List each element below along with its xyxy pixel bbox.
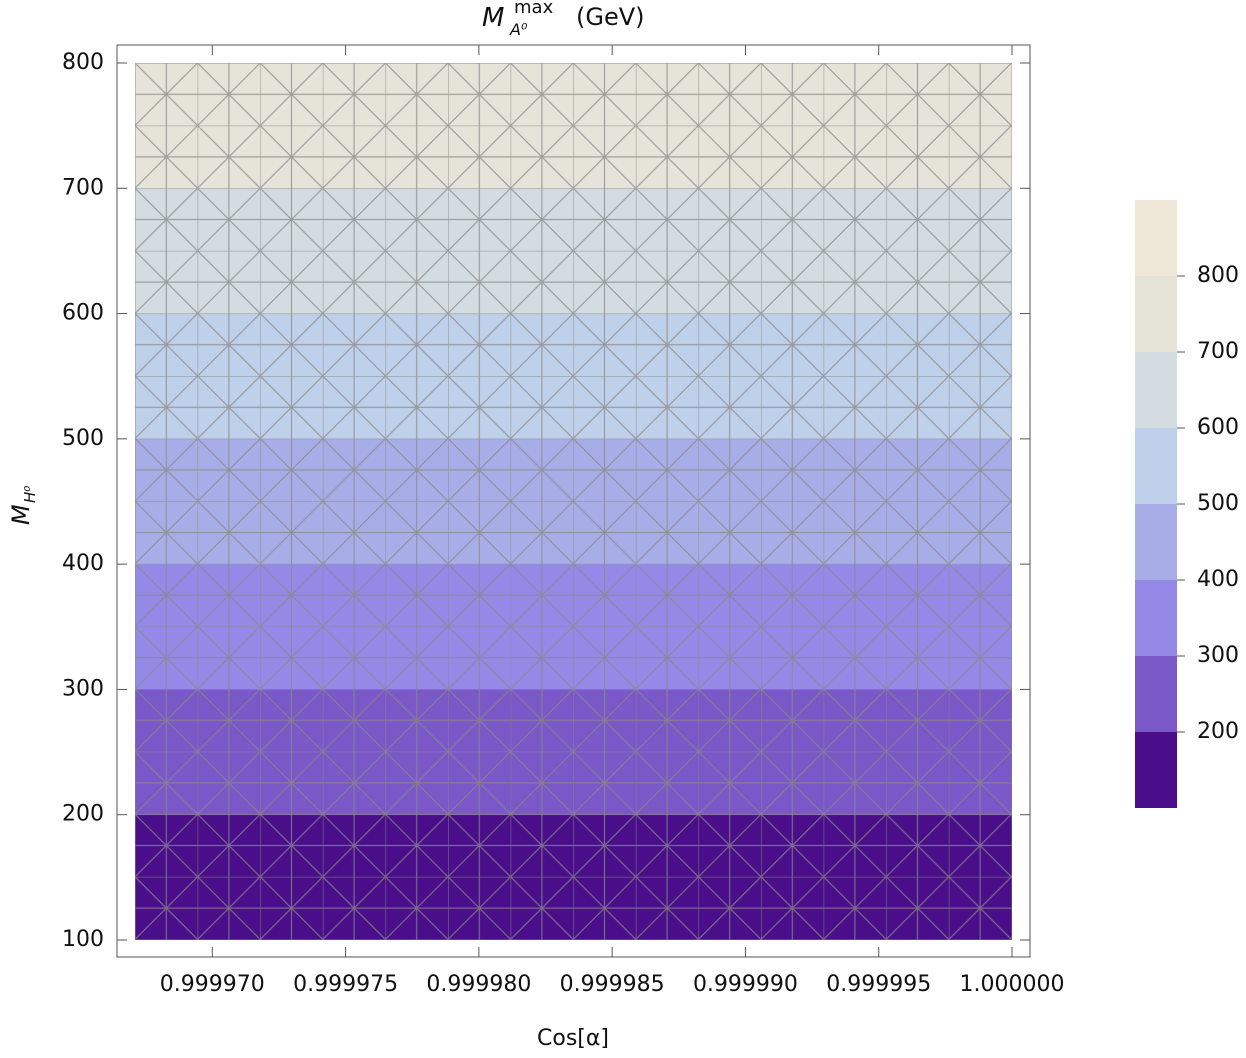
colorbar-tick-label: 600 [1197,415,1239,440]
x-tick-label: 0.999990 [693,972,798,997]
colorbar-tick-label: 200 [1197,719,1239,744]
x-tick-label: 0.999980 [426,972,531,997]
colorbar-swatch [1135,276,1177,352]
y-tick-label: 800 [62,50,104,75]
y-label-symbol: M [7,504,35,525]
y-tick-label: 100 [62,927,104,952]
colorbar-swatch [1135,732,1177,808]
y-axis-label: M H⁰ [7,486,39,525]
colorbar-swatch [1135,352,1177,428]
colorbar-tick-label: 500 [1197,491,1239,516]
x-tick-label: 0.999975 [293,972,398,997]
colorbar-tick-label: 400 [1197,567,1239,592]
y-label-subscript: H⁰ [21,486,39,503]
title-symbol: M [482,3,504,33]
colorbar-swatch [1135,504,1177,580]
y-tick-label: 600 [62,301,104,326]
title-superscript: max [514,0,554,18]
y-tick-label: 200 [62,802,104,827]
y-tick-label: 300 [62,676,104,701]
x-tick-label: 1.000000 [960,972,1065,997]
colorbar-swatch [1135,656,1177,732]
colorbar-tick-label: 700 [1197,339,1239,364]
colorbar-swatch [1135,580,1177,656]
plot-frame [116,44,1031,958]
y-tick-label: 400 [62,551,104,576]
x-tick-label: 0.999985 [560,972,665,997]
colorbar-swatch [1135,200,1177,276]
y-tick-label: 700 [62,175,104,200]
chart-title: M A⁰ max (GeV) [482,0,645,42]
mesh-overlay [135,63,1012,940]
title-subscript: A⁰ [509,20,528,39]
colorbar-tick-label: 300 [1197,643,1239,668]
x-tick-label: 0.999995 [826,972,931,997]
plot-area [135,63,1012,940]
colorbar-tick-label: 800 [1197,263,1239,288]
x-axis-label: Cos[α] [537,1026,609,1051]
colorbar-swatch [1135,428,1177,504]
y-tick-label: 500 [62,426,104,451]
x-tick-label: 0.999970 [160,972,265,997]
title-unit: (GeV) [576,3,645,31]
